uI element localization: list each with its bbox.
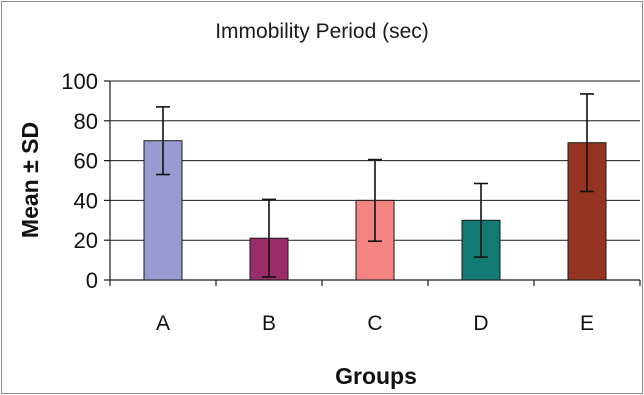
y-tick-label-20: 20 bbox=[74, 228, 98, 253]
y-tick-label-60: 60 bbox=[74, 149, 98, 174]
x-tick-label-A: A bbox=[156, 312, 170, 335]
x-tick-labels: A B C D E bbox=[156, 312, 594, 335]
y-axis-label: Mean ± SD bbox=[17, 122, 43, 238]
y-tick-labels: 0 20 40 60 80 100 bbox=[61, 69, 98, 293]
error-bars bbox=[156, 93, 594, 278]
chart-title: Immobility Period (sec) bbox=[215, 20, 429, 43]
y-tick-label-40: 40 bbox=[74, 188, 98, 213]
x-tick-label-E: E bbox=[580, 312, 594, 335]
x-tick-label-C: C bbox=[367, 312, 382, 335]
x-tick-label-D: D bbox=[473, 312, 488, 335]
x-tick-label-B: B bbox=[262, 312, 276, 335]
x-axis-label: Groups bbox=[335, 363, 417, 389]
y-tick-label-80: 80 bbox=[74, 109, 98, 134]
y-tick-label-100: 100 bbox=[61, 69, 98, 94]
y-tick-label-0: 0 bbox=[86, 268, 98, 293]
